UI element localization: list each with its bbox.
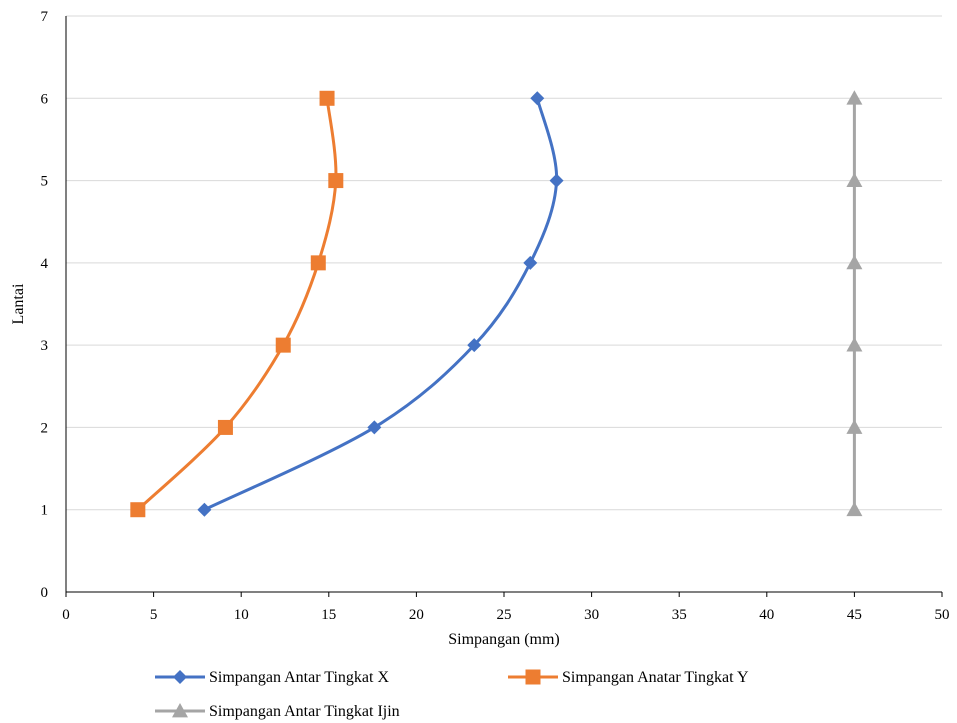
legend-marker — [525, 669, 541, 685]
data-point — [275, 337, 291, 353]
legend-item: Simpangan Antar Tingkat X — [155, 669, 389, 686]
data-point — [846, 501, 863, 517]
legend-item: Simpangan Anatar Tingkat Y — [508, 669, 749, 686]
data-point — [846, 254, 863, 270]
data-point — [130, 502, 146, 518]
series-2 — [130, 90, 344, 518]
x-tick-label: 10 — [234, 607, 249, 623]
x-axis-title: Simpangan (mm) — [448, 631, 560, 648]
y-tick-label: 3 — [41, 338, 49, 354]
x-tick-labels: 0 5 10 15 20 25 30 35 40 45 50 — [62, 607, 949, 623]
y-tick-label: 2 — [41, 420, 49, 436]
series-group — [130, 90, 863, 518]
data-point — [467, 338, 482, 353]
x-tick-label: 35 — [672, 607, 687, 623]
x-tick-label: 25 — [497, 607, 512, 623]
data-point — [549, 173, 564, 188]
data-point — [310, 255, 326, 271]
legend: Simpangan Antar Tingkat X Simpangan Anata… — [155, 669, 749, 720]
series-line — [203, 97, 559, 512]
data-point — [319, 90, 335, 106]
data-point — [367, 420, 382, 435]
data-point — [328, 173, 344, 189]
data-point — [197, 502, 212, 517]
legend-label: Simpangan Antar Tingkat X — [209, 669, 389, 686]
y-axis-title: Lantai — [10, 283, 27, 324]
data-point — [217, 419, 233, 435]
axes — [65, 16, 943, 597]
data-point — [530, 91, 545, 106]
legend-item: Simpangan Antar Tingkat Ijin — [155, 703, 400, 720]
y-tick-label: 6 — [41, 91, 49, 107]
y-tick-label: 7 — [41, 9, 49, 25]
data-point — [846, 419, 863, 434]
x-tick-label: 5 — [150, 607, 158, 623]
x-tick-label: 50 — [935, 607, 950, 623]
series-line — [136, 98, 338, 511]
data-point — [846, 337, 863, 352]
series-3 — [846, 90, 863, 517]
y-tick-label: 5 — [41, 174, 49, 190]
legend-label: Simpangan Antar Tingkat Ijin — [209, 703, 400, 720]
gridlines — [66, 15, 942, 511]
x-tick-label: 20 — [409, 607, 424, 623]
legend-label: Simpangan Anatar Tingkat Y — [562, 669, 749, 686]
series-1 — [197, 91, 564, 517]
legend-marker — [173, 670, 187, 684]
y-tick-label: 0 — [41, 585, 49, 601]
y-tick-label: 1 — [41, 503, 49, 519]
x-tick-label: 0 — [62, 607, 70, 623]
y-tick-labels: 0 1 2 3 4 5 6 7 — [41, 9, 49, 601]
legend-marker — [172, 703, 188, 718]
x-tick-label: 30 — [584, 607, 599, 623]
x-tick-label: 15 — [321, 607, 336, 623]
data-point — [523, 255, 538, 270]
data-point — [846, 172, 863, 187]
x-tick-label: 40 — [759, 607, 774, 623]
y-tick-label: 4 — [41, 256, 49, 272]
data-point — [846, 90, 863, 105]
x-tick-label: 45 — [847, 607, 862, 623]
